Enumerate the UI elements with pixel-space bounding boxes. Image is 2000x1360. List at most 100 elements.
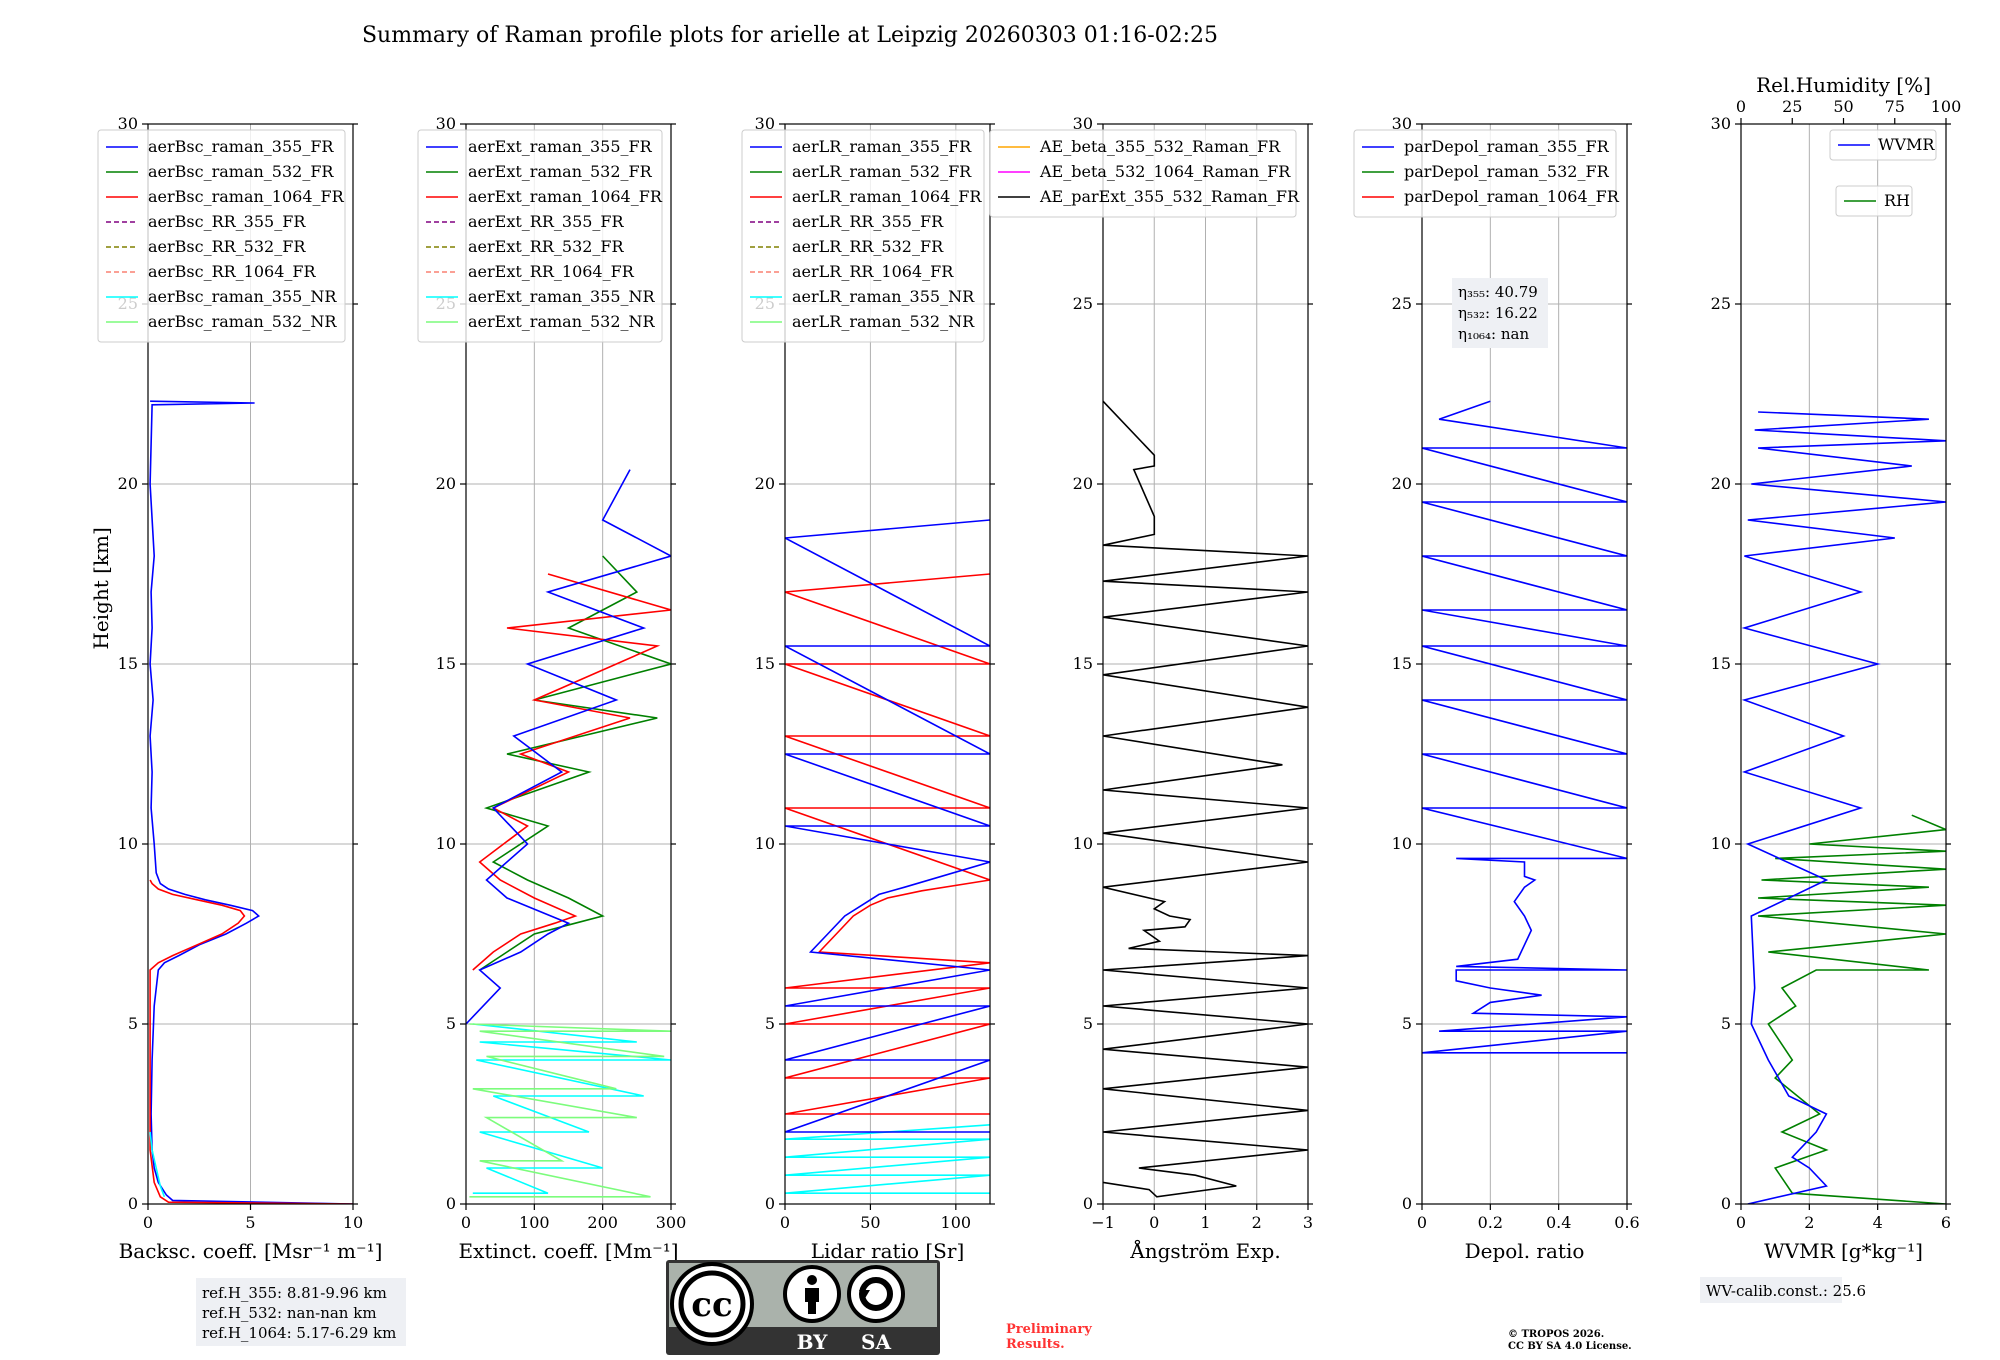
legend-label: parDepol_raman_1064_FR: [1404, 187, 1620, 206]
legend-label: aerExt_RR_532_FR: [468, 237, 625, 256]
y-tick-label: 0: [446, 1194, 456, 1213]
legend-extinction: aerExt_raman_355_FR aerExt_raman_532_FRae…: [417, 129, 663, 343]
y-tick-label: 15: [755, 654, 775, 673]
y-axis-label: Height [km]: [89, 527, 113, 649]
preliminary-line-1: Preliminary: [1006, 1322, 1092, 1337]
copyright-line-2: CC BY SA 4.0 License.: [1508, 1341, 1632, 1352]
y-tick-label: 30: [118, 114, 138, 133]
x-axis-label-depol: Depol. ratio: [1465, 1239, 1585, 1263]
legend-label: aerExt_raman_355_FR: [468, 137, 653, 156]
series-group-extinction: [466, 469, 671, 1198]
legend-label: AE_beta_532_1064_Raman_FR: [1039, 162, 1291, 181]
cc-logo-inner-icon: [678, 1270, 746, 1338]
series-group-angstrom: [1103, 400, 1308, 1198]
legend-label: aerBsc_raman_532_FR: [148, 162, 334, 181]
y-tick-label: 30: [1392, 114, 1412, 133]
panel-backscatter: 0510051015202530Backsc. coeff. [Msr⁻¹ m⁻…: [89, 114, 382, 1263]
y-tick-label: 15: [118, 654, 138, 673]
legend-label: AE_parExt_355_532_Raman_FR: [1039, 187, 1300, 206]
panel-lidar_ratio: 050100051015202530Lidar ratio [Sr]aerLR_…: [741, 114, 995, 1263]
legend-label: AE_beta_355_532_Raman_FR: [1039, 137, 1281, 156]
legend-wvmr-WVMR: WVMR: [1829, 129, 1937, 161]
x-tick-label: 10: [343, 1213, 363, 1232]
eta-1064: η₁₀₆₄: nan: [1458, 325, 1529, 343]
legend-depol: parDepol_raman_355_FR parDepol_raman_532_…: [1353, 129, 1620, 218]
legend-label: aerExt_raman_532_FR: [468, 162, 653, 181]
y-tick-label: 15: [1073, 654, 1093, 673]
sa-arrowhead-icon: [859, 1290, 870, 1300]
legend-label: aerLR_raman_532_NR: [792, 312, 975, 331]
figure-title: Summary of Raman profile plots for ariel…: [362, 23, 1218, 48]
x-tick-label: 0: [143, 1213, 153, 1232]
legend-label: aerLR_raman_355_FR: [792, 137, 972, 156]
legend-wvmr-RH: RH: [1835, 185, 1913, 217]
legend-label: aerLR_raman_355_NR: [792, 287, 975, 306]
series-line-WVMR: [1741, 411, 1946, 1204]
cc-logo-text: cc: [691, 1285, 732, 1325]
chart-panels: 0510051015202530Backsc. coeff. [Msr⁻¹ m⁻…: [89, 73, 1961, 1263]
y-tick-label: 0: [1721, 1194, 1731, 1213]
top-tick-label: 75: [1885, 97, 1905, 116]
series-group-lidar_ratio: [785, 519, 990, 1194]
legend-label: aerLR_RR_1064_FR: [792, 262, 954, 281]
top-axis-label: Rel.Humidity [%]: [1756, 73, 1931, 97]
x-tick-label: 1: [1200, 1213, 1210, 1232]
series-line-AE_parExt_355_532_Raman_FR: [1103, 400, 1308, 1198]
legend-label: aerLR_raman_1064_FR: [792, 187, 982, 206]
series-group-wvmr: [1741, 411, 1946, 1204]
legend-box: [989, 129, 1297, 218]
x-tick-label: 0.6: [1614, 1213, 1639, 1232]
top-tick-label: 50: [1833, 97, 1853, 116]
series-line-aerBsc_raman_355_NR: [149, 1131, 166, 1198]
sa-share-alike-icon: [847, 1265, 905, 1323]
legend-label: aerLR_RR_532_FR: [792, 237, 944, 256]
legend-box: [741, 129, 985, 343]
x-tick-label: 300: [656, 1213, 687, 1232]
y-tick-label: 0: [765, 1194, 775, 1213]
x-tick-label: 0.4: [1546, 1213, 1571, 1232]
y-tick-label: 5: [1402, 1014, 1412, 1033]
series-line-aerLR_raman_355_NR: [785, 1124, 990, 1194]
y-tick-label: 30: [1711, 114, 1731, 133]
legend-label: WVMR: [1878, 135, 1935, 154]
x-tick-label: 4: [1873, 1213, 1883, 1232]
y-tick-label: 30: [436, 114, 456, 133]
y-tick-label: 25: [1392, 294, 1412, 313]
legend-label: aerLR_RR_355_FR: [792, 212, 944, 231]
x-tick-label: 2: [1804, 1213, 1814, 1232]
x-tick-label: 0: [780, 1213, 790, 1232]
legend-label: aerBsc_raman_355_NR: [148, 287, 337, 306]
x-tick-label: 3: [1303, 1213, 1313, 1232]
x-axis-label-extinction: Extinct. coeff. [Mm⁻¹]: [458, 1239, 678, 1263]
y-tick-label: 30: [1073, 114, 1093, 133]
series-line-parDepol_raman_355_FR: [1422, 400, 1627, 1054]
x-tick-label: 100: [519, 1213, 550, 1232]
x-tick-label: 0: [1736, 1213, 1746, 1232]
series-line-aerBsc_raman_1064_FR: [149, 879, 353, 1204]
x-axis-label-lidar_ratio: Lidar ratio [Sr]: [811, 1239, 965, 1263]
legend-label: aerLR_raman_532_FR: [792, 162, 972, 181]
ref-height-532: ref.H_532: nan-nan km: [202, 1304, 377, 1322]
y-tick-label: 20: [1711, 474, 1731, 493]
y-tick-label: 10: [755, 834, 775, 853]
sa-label: SA: [861, 1330, 891, 1354]
x-axis-label-wvmr: WVMR [g*kg⁻¹]: [1764, 1239, 1923, 1263]
y-tick-label: 5: [765, 1014, 775, 1033]
x-tick-label: 0: [461, 1213, 471, 1232]
y-tick-label: 10: [1392, 834, 1412, 853]
ref-height-1064: ref.H_1064: 5.17-6.29 km: [202, 1324, 396, 1342]
legend-label: aerBsc_RR_1064_FR: [148, 262, 317, 281]
series-group-depol: [1422, 400, 1627, 1054]
by-person-legs-icon: [808, 1302, 816, 1314]
x-tick-label: 100: [941, 1213, 972, 1232]
y-tick-label: 10: [436, 834, 456, 853]
y-tick-label: 5: [1721, 1014, 1731, 1033]
x-tick-label: −1: [1091, 1213, 1115, 1232]
legend-label: aerExt_RR_355_FR: [468, 212, 625, 231]
y-tick-label: 20: [436, 474, 456, 493]
legend-label: aerBsc_RR_532_FR: [148, 237, 306, 256]
legend-label: aerExt_raman_1064_FR: [468, 187, 663, 206]
